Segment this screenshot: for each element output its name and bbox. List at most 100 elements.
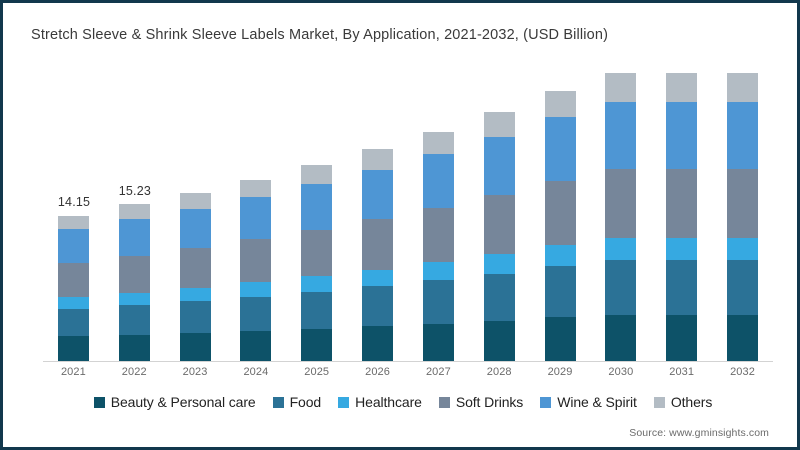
bar-slot [590,73,651,361]
legend-item[interactable]: Healthcare [338,394,422,410]
bar-segment[interactable] [179,333,211,361]
stacked-bar[interactable] [422,131,454,361]
stacked-bar[interactable] [483,112,515,361]
bar-segment[interactable] [666,169,698,238]
bar-segment[interactable] [605,73,637,102]
stacked-bar[interactable] [544,90,576,361]
bar-segment[interactable] [544,244,576,267]
bar-segment[interactable] [422,280,454,324]
bar-segment[interactable] [362,326,394,361]
bar-segment[interactable] [666,260,698,315]
bar-segment[interactable] [179,301,211,334]
bar-segment[interactable] [118,334,150,361]
bar-segment[interactable] [422,207,454,263]
bar-segment[interactable] [301,230,333,277]
bar-segment[interactable] [483,112,515,137]
bar-segment[interactable] [240,179,272,198]
bar-segment[interactable] [605,169,637,238]
bar-segment[interactable] [362,269,394,287]
stacked-bar[interactable] [301,165,333,361]
stacked-bar[interactable] [179,192,211,361]
bar-segment[interactable] [727,169,759,238]
legend-item[interactable]: Food [272,394,322,410]
bar-segment[interactable] [422,131,454,155]
bar-segment[interactable] [483,194,515,255]
bar-segment[interactable] [179,192,211,209]
bar-slot: 15.23 [104,73,165,361]
bar-segment[interactable] [240,239,272,283]
legend-item[interactable]: Wine & Spirit [540,394,637,410]
bar-segment[interactable] [422,154,454,208]
bar-segment[interactable] [301,291,333,329]
stacked-bar[interactable] [362,149,394,361]
bar-segment[interactable] [301,276,333,292]
bar-segment[interactable] [57,262,89,298]
bar-segment[interactable] [422,323,454,361]
bar-segment[interactable] [483,136,515,195]
bar-segment[interactable] [605,260,637,315]
bar-segment[interactable] [57,215,89,229]
bar-segment[interactable] [605,101,637,170]
legend-item[interactable]: Soft Drinks [438,394,523,410]
bar-segment[interactable] [483,320,515,361]
bar-segment[interactable] [240,197,272,240]
bar-segment[interactable] [179,248,211,288]
bar-segment[interactable] [727,237,759,261]
bar-segment[interactable] [118,255,150,293]
bar-segment[interactable] [57,228,89,263]
bar-segment[interactable] [118,204,150,220]
x-axis-tick-label: 2022 [121,366,147,378]
bar-segment[interactable] [422,262,454,281]
bar-segment[interactable] [544,266,576,318]
stacked-bar[interactable] [605,73,637,361]
bar-segment[interactable] [727,260,759,315]
bar-segment[interactable] [727,101,759,170]
bar-segment[interactable] [483,254,515,274]
bar-segment[interactable] [301,165,333,185]
bar-segment[interactable] [57,336,89,361]
bar-segment[interactable] [666,73,698,102]
stacked-bar[interactable]: 14.15 [57,195,90,361]
bar-segment[interactable] [666,101,698,170]
bar-segment[interactable] [605,314,637,361]
bar-segment[interactable] [362,286,394,327]
legend-label: Food [289,394,322,410]
bar-segment[interactable] [301,328,333,361]
bar-segment[interactable] [118,305,150,335]
bar-segment[interactable] [57,297,89,309]
bar-segment[interactable] [605,237,637,261]
stacked-bar[interactable] [727,73,759,361]
bar-segment[interactable] [179,208,211,248]
plot-area: 14.15 15.23 [43,73,773,361]
bar-segment[interactable] [301,184,333,230]
legend-item[interactable]: Beauty & Personal care [93,394,256,410]
chart-legend: Beauty & Personal care Food Healthcare Soft… [3,394,797,410]
x-axis-tick-label: 2023 [182,366,208,378]
stacked-bar[interactable] [240,179,272,361]
bar-slot [469,73,530,361]
bar-segment[interactable] [544,180,576,245]
bar-segment[interactable] [118,219,150,256]
stacked-bar[interactable]: 15.23 [118,184,151,361]
bar-segment[interactable] [362,169,394,220]
bar-segment[interactable] [240,331,272,361]
bar-segment[interactable] [666,237,698,261]
bar-segment[interactable] [118,292,150,306]
legend-swatch-icon [653,396,665,408]
bar-segment[interactable] [240,282,272,297]
legend-item[interactable]: Others [653,394,712,410]
bar-segment[interactable] [544,317,576,361]
legend-swatch-icon [540,396,552,408]
stacked-bar[interactable] [666,73,698,361]
bar-segment[interactable] [727,73,759,102]
bar-segment[interactable] [727,314,759,361]
bar-segment[interactable] [362,149,394,170]
bar-segment[interactable] [179,287,211,302]
bar-segment[interactable] [483,273,515,321]
bar-segment[interactable] [362,219,394,270]
bar-segment[interactable] [57,308,89,337]
bar-segment[interactable] [544,117,576,181]
bar-segment[interactable] [240,296,272,332]
bar-segment[interactable] [544,90,576,118]
bar-segment[interactable] [666,314,698,361]
